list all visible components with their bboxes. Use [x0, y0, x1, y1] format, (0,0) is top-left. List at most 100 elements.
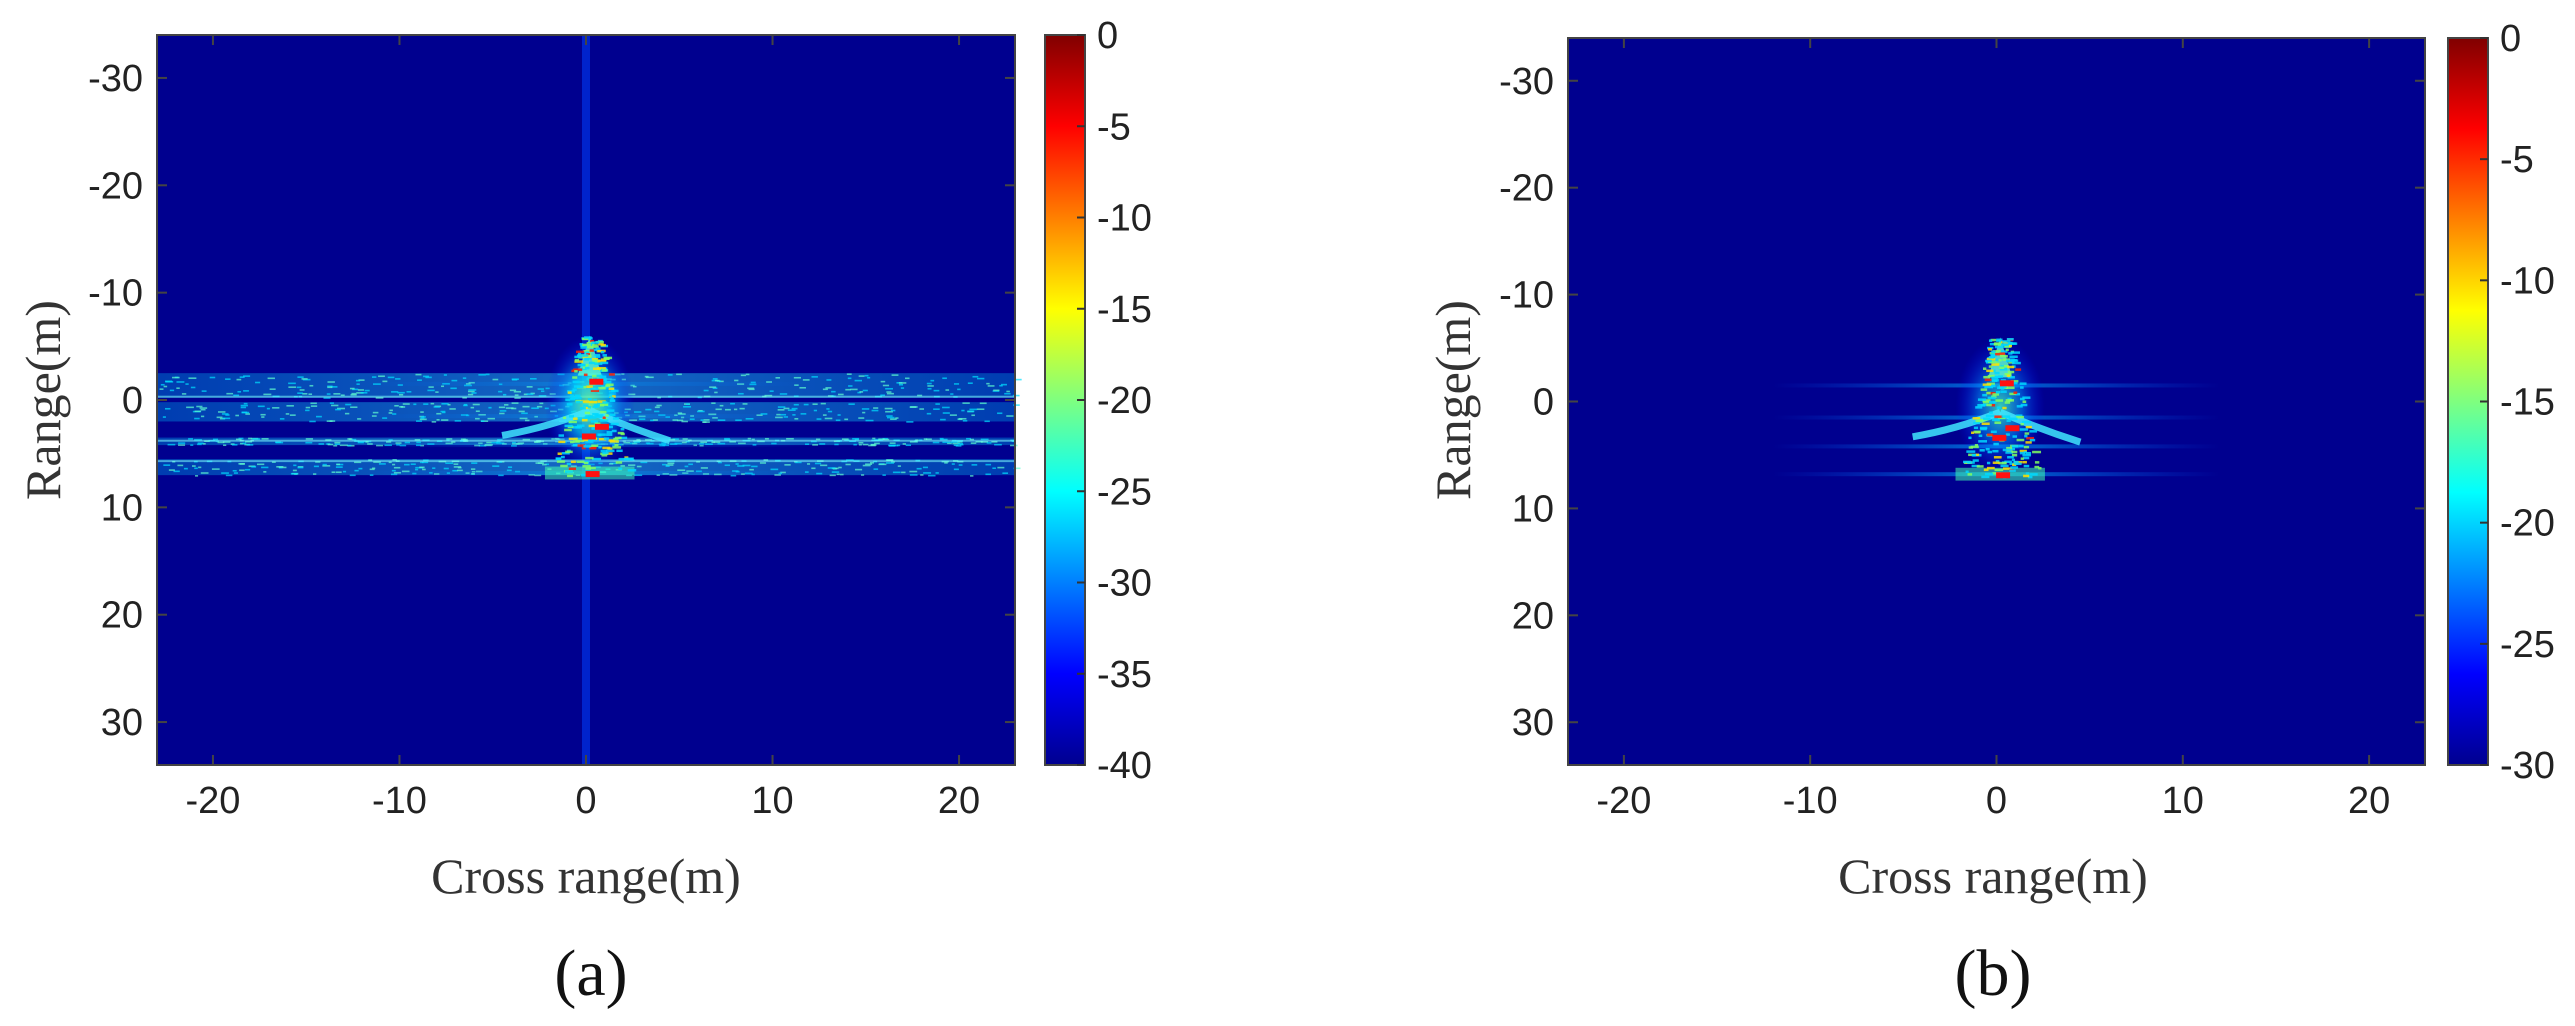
- clutter-speckle: [194, 467, 198, 470]
- clutter-speckle: [950, 393, 954, 395]
- clutter-speckle: [360, 391, 368, 394]
- clutter-speckle: [831, 390, 836, 393]
- clutter-speckle: [327, 386, 333, 389]
- clutter-speckle: [244, 468, 251, 471]
- clutter-speckle: [326, 393, 331, 395]
- target-speckle: [573, 368, 583, 371]
- clutter-speckle: [987, 385, 995, 387]
- clutter-speckle: [190, 386, 196, 389]
- clutter-speckle: [846, 373, 852, 375]
- target-speckle: [2001, 385, 2007, 388]
- clutter-speckle: [212, 438, 219, 441]
- target-speckle: [1973, 426, 1979, 430]
- clutter-speckle: [326, 420, 333, 422]
- y-tick-label: 20: [101, 595, 143, 637]
- target-speckle: [2000, 464, 2009, 468]
- clutter-speckle: [393, 466, 401, 469]
- clutter-speckle: [246, 444, 254, 446]
- target-speckle: [1988, 365, 1992, 368]
- target-speckle: [2009, 469, 2016, 472]
- clutter-speckle: [223, 444, 227, 447]
- colorbar-tick-label: -10: [1097, 198, 1152, 240]
- clutter-speckle: [822, 414, 827, 416]
- clutter-speckle: [436, 418, 440, 421]
- clutter-speckle: [820, 464, 828, 467]
- clutter-speckle: [441, 403, 449, 405]
- clutter-speckle: [260, 413, 266, 416]
- clutter-speckle: [662, 463, 667, 466]
- target-speckle: [1993, 442, 1999, 446]
- clutter-speckle: [882, 437, 888, 440]
- clutter-speckle: [375, 397, 384, 399]
- clutter-speckle: [240, 404, 248, 407]
- clutter-speckle: [392, 463, 396, 466]
- target-speckle: [2011, 359, 2019, 362]
- target-speckle: [581, 418, 588, 422]
- clutter-speckle: [689, 418, 695, 421]
- target-speckle: [581, 446, 586, 450]
- clutter-speckle: [775, 377, 781, 379]
- target-speckle: [584, 417, 591, 420]
- clutter-speckle: [812, 444, 819, 446]
- clutter-speckle: [816, 472, 823, 475]
- target-speckle: [1991, 363, 2000, 366]
- target-speckle: [2002, 448, 2012, 452]
- target-speckle: [606, 409, 615, 412]
- clutter-speckle: [423, 403, 429, 405]
- target-speckle: [2020, 386, 2024, 389]
- target-speckle: [1987, 433, 1994, 436]
- clutter-speckle: [858, 443, 862, 446]
- target-speckle: [2007, 397, 2012, 401]
- target-speckle: [2007, 376, 2015, 379]
- clutter-speckle: [267, 377, 275, 380]
- target-speckle: [2024, 434, 2028, 438]
- clutter-speckle: [499, 410, 507, 412]
- target-speckle: [600, 361, 609, 365]
- target-speckle: [1978, 440, 1988, 443]
- clutter-speckle: [468, 389, 477, 391]
- target-speckle: [588, 416, 597, 419]
- clutter-speckle: [322, 463, 327, 466]
- clutter-speckle: [186, 406, 194, 409]
- target-speckle: [572, 380, 580, 384]
- clutter-speckle: [910, 406, 918, 408]
- target-speckle: [1996, 358, 2002, 362]
- clutter-speckle: [188, 377, 197, 380]
- clutter-speckle: [709, 386, 717, 388]
- clutter-speckle: [860, 474, 865, 476]
- target-speckle: [2022, 460, 2027, 464]
- clutter-speckle: [415, 373, 422, 376]
- clutter-speckle: [222, 441, 231, 443]
- clutter-speckle: [751, 438, 755, 441]
- target-speckle: [1983, 375, 1991, 379]
- clutter-speckle: [519, 417, 528, 420]
- target-speckle: [2007, 365, 2015, 369]
- clutter-speckle: [525, 419, 530, 422]
- clutter-speckle: [503, 393, 507, 396]
- target-speckle: [592, 344, 598, 347]
- clutter-speckle: [712, 378, 718, 380]
- target-speckle: [580, 473, 589, 477]
- clutter-speckle: [188, 438, 194, 440]
- clutter-speckle: [725, 408, 731, 411]
- clutter-speckle: [847, 377, 852, 380]
- clutter-speckle: [652, 419, 658, 421]
- clutter-speckle: [233, 472, 238, 474]
- clutter-speckle: [854, 438, 859, 441]
- clutter-speckle: [882, 438, 890, 441]
- y-tick-label: 10: [1512, 488, 1554, 530]
- target-speckle: [618, 457, 626, 461]
- x-tick-label: 0: [1986, 780, 2007, 822]
- target-speckle: [1989, 351, 1998, 355]
- y-tick-label: -10: [88, 273, 143, 315]
- panel-b: -30 -20 -10 0 10 20 30 -20 -10 0 10 20 Range(m) Cr…: [1425, 18, 2555, 1010]
- clutter-speckle: [480, 420, 489, 422]
- target-speckle: [1986, 391, 1991, 395]
- target-speckle: [1982, 393, 1988, 397]
- target-speckle: [2032, 450, 2042, 454]
- clutter-speckle: [511, 441, 516, 444]
- clutter-speckle: [413, 403, 417, 406]
- clutter-speckle: [200, 415, 205, 418]
- clutter-speckle: [457, 466, 462, 469]
- clutter-speckle: [400, 406, 406, 408]
